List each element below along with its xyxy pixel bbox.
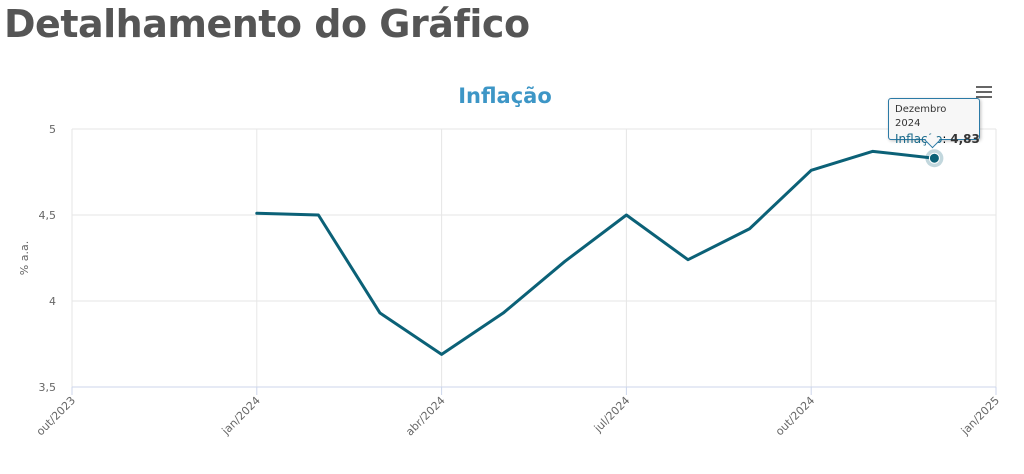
x-tick-label: jan/2024 [219, 394, 263, 438]
y-axis-title: % a.a. [18, 241, 31, 275]
tooltip-value: 4,83 [950, 132, 980, 146]
series-layer [255, 149, 944, 356]
y-tick-label: 5 [49, 123, 56, 136]
tooltip-series-name: Inflação [895, 132, 943, 146]
x-tick-label: out/2023 [34, 394, 78, 438]
series-line [255, 149, 936, 356]
chart-title: Inflação [458, 84, 552, 108]
x-tick-label: jan/2025 [958, 394, 1002, 438]
chart-menu-icon[interactable] [976, 86, 992, 98]
x-axis: out/2023 jan/2024 abr/2024 jul/2024 out/2024… [34, 386, 1002, 439]
y-tick-label: 3,5 [39, 381, 57, 394]
x-tick-label: jul/2024 [591, 394, 633, 436]
y-tick-label: 4 [49, 295, 56, 308]
y-tick-label: 4,5 [39, 209, 57, 222]
grid-lines [71, 128, 997, 388]
tooltip: Dezembro 2024 Inflação: 4,83 [888, 98, 980, 146]
page-title: Detalhamento do Gráfico [4, 2, 530, 46]
x-tick-label: abr/2024 [403, 394, 448, 439]
tooltip-colon: : [942, 132, 951, 146]
x-tick-label: out/2024 [773, 394, 817, 438]
y-axis: 3,5 4 4,5 5 % a.a. [18, 123, 56, 394]
tooltip-date: Dezembro 2024 [895, 104, 947, 129]
hover-point [928, 152, 940, 164]
